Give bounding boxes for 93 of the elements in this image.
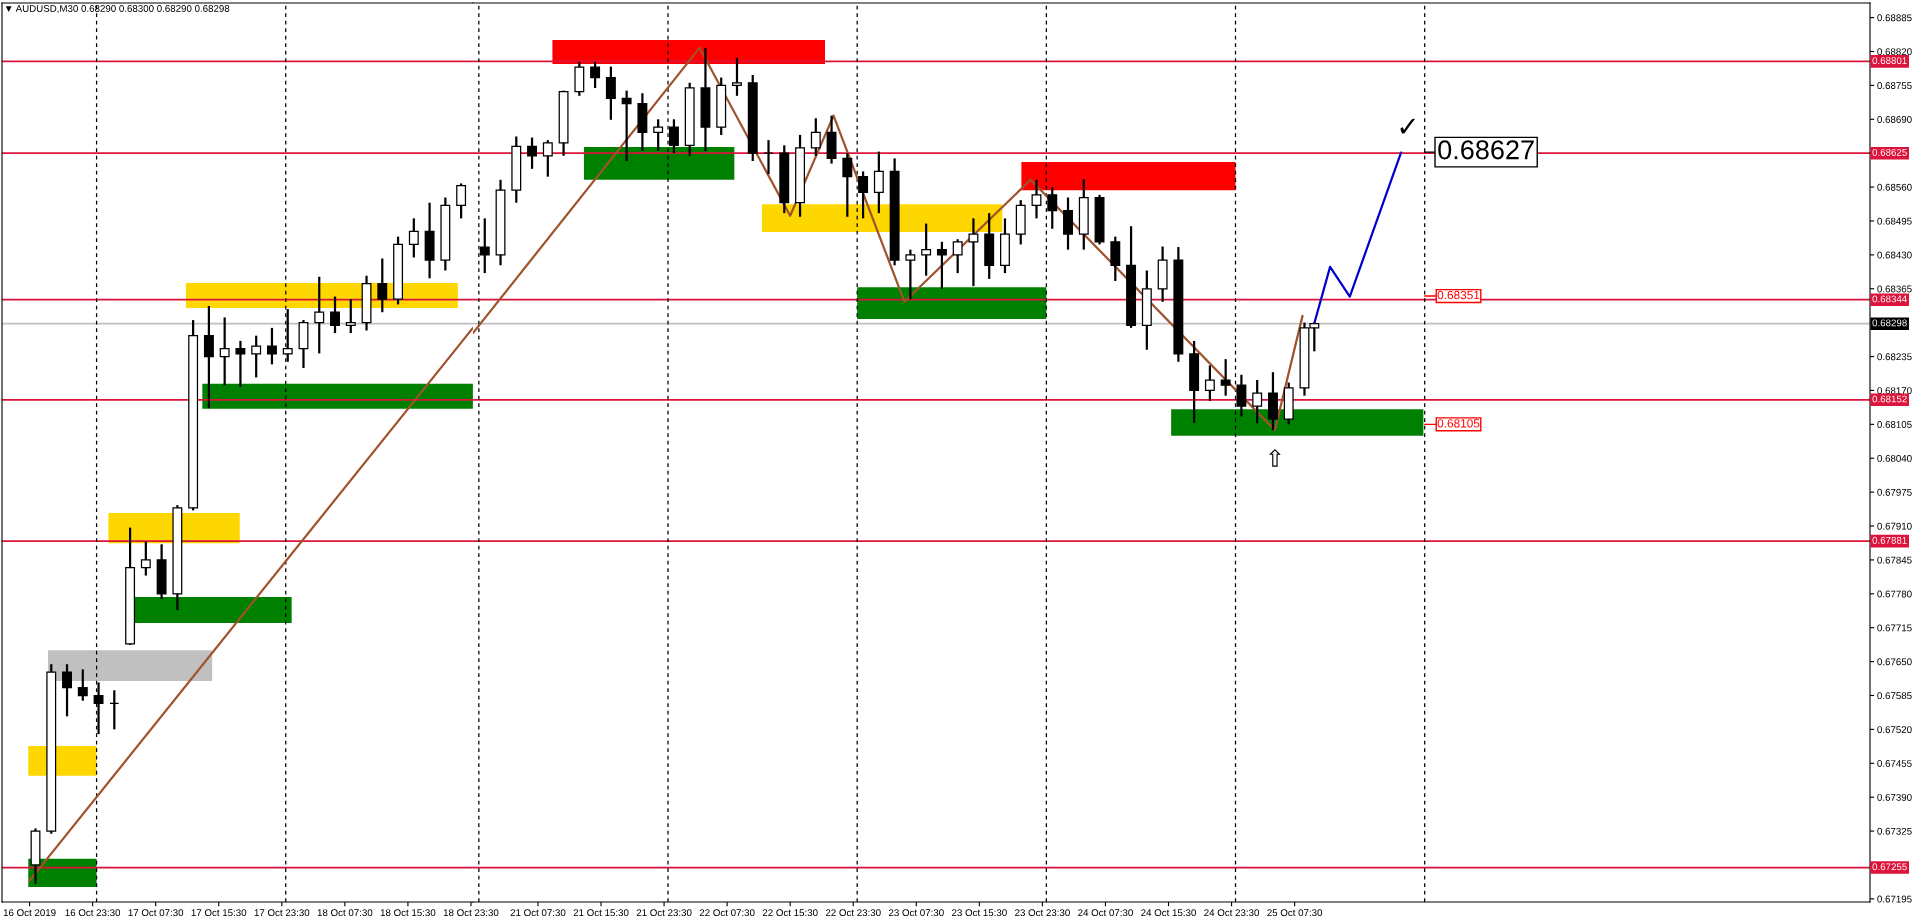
x-tick-label: 21 Oct 15:30 <box>573 909 629 917</box>
x-tick-label: 22 Oct 07:30 <box>699 909 755 917</box>
annotation: 0.68627 <box>1438 140 1534 160</box>
candlestick <box>936 240 947 290</box>
y-tick-label: 0.67715 <box>1877 624 1912 632</box>
y-tick-label: 0.67910 <box>1877 522 1912 530</box>
candlestick <box>330 295 340 335</box>
y-tick-label: 0.68235 <box>1877 353 1912 361</box>
candlestick <box>203 304 214 410</box>
x-tick-label: 21 Oct 23:30 <box>636 909 692 917</box>
y-tick-label: 0.68560 <box>1877 183 1912 191</box>
candlestick <box>62 663 72 718</box>
candlestick <box>842 152 853 218</box>
y-tick-label: 0.68885 <box>1877 14 1912 22</box>
candlestick <box>921 222 932 277</box>
x-tick-label: 23 Oct 07:30 <box>888 909 944 917</box>
candlestick <box>377 257 388 314</box>
candlestick <box>77 668 88 702</box>
ref-line-label: 0.68801 <box>1872 57 1907 65</box>
x-tick-label: 17 Oct 23:30 <box>254 909 310 917</box>
annotation: ✓ <box>1400 118 1415 134</box>
candlestick <box>266 326 277 366</box>
y-tick-label: 0.67650 <box>1877 658 1912 666</box>
y-tick-label: 0.67845 <box>1877 556 1912 564</box>
y-tick-label: 0.68690 <box>1877 116 1912 123</box>
y-tick-label: 0.67195 <box>1877 895 1912 903</box>
candlestick <box>810 117 821 157</box>
ref-line-label: 0.67881 <box>1872 536 1907 544</box>
candlestick <box>905 248 916 301</box>
ref-line-label: 0.68344 <box>1872 295 1907 303</box>
x-tick-label: 22 Oct 23:30 <box>825 909 881 917</box>
x-tick-label: 17 Oct 07:30 <box>128 909 184 917</box>
candlestick <box>1110 235 1121 283</box>
y-tick-label: 0.68105 <box>1877 421 1912 428</box>
x-tick-label: 23 Oct 15:30 <box>952 909 1007 917</box>
candlestick <box>542 139 553 178</box>
candlestick <box>527 136 538 170</box>
ref-line-label: 0.68625 <box>1872 148 1907 156</box>
y-tick-label: 0.67455 <box>1877 760 1912 767</box>
x-tick-label: 24 Oct 07:30 <box>1078 909 1133 917</box>
ref-line-label: 0.67255 <box>1872 863 1907 871</box>
y-tick-label: 0.68755 <box>1877 82 1912 90</box>
candlestick <box>1220 358 1231 397</box>
candlestick <box>590 60 601 90</box>
candlestick <box>952 238 963 275</box>
x-tick-label: 17 Oct 15:30 <box>191 909 247 917</box>
y-tick-label: 0.68820 <box>1877 48 1912 56</box>
candlestick <box>1204 364 1215 402</box>
candlestick <box>235 339 246 388</box>
x-tick-label: 21 Oct 07:30 <box>510 909 566 917</box>
x-tick-label: 24 Oct 23:30 <box>1204 909 1260 917</box>
x-tick-label: 22 Oct 15:30 <box>762 909 818 917</box>
y-tick-label: 0.67585 <box>1877 692 1912 700</box>
annotation: ⇧ <box>1269 448 1281 467</box>
annotation: 0.68105 <box>1437 419 1480 428</box>
x-tick-label: 16 Oct 2019 <box>3 909 56 917</box>
annotation: 0.68351 <box>1437 290 1480 300</box>
x-tick-label: 18 Oct 23:30 <box>443 909 499 917</box>
candlestick <box>314 275 325 355</box>
x-tick-label: 16 Oct 23:30 <box>65 909 121 917</box>
y-tick-label: 0.68040 <box>1877 454 1912 462</box>
candlestick <box>873 150 884 215</box>
candlestick <box>1252 378 1263 425</box>
candlestick <box>408 217 419 259</box>
x-tick-label: 25 Oct 07:30 <box>1267 909 1323 917</box>
candlestick <box>1063 196 1073 251</box>
ref-line-label: 0.68152 <box>1872 395 1907 403</box>
y-tick-label: 0.67325 <box>1877 827 1912 835</box>
y-tick-label: 0.67520 <box>1877 726 1912 734</box>
ref-line-label: 0.68298 <box>1872 319 1907 327</box>
x-tick-label: 23 Oct 23:30 <box>1015 909 1070 917</box>
x-tick-label: 24 Oct 15:30 <box>1141 909 1196 917</box>
y-tick-label: 0.68170 <box>1877 387 1912 395</box>
candlestick <box>653 118 664 152</box>
candlestick <box>345 298 356 335</box>
y-tick-label: 0.67390 <box>1877 793 1912 801</box>
y-tick-label: 0.68430 <box>1877 251 1912 259</box>
chart-title: ▼ AUDUSD,M30 0.68290 0.68300 0.68290 0.68298 <box>5 5 230 14</box>
candlestick <box>605 65 616 121</box>
candlestick <box>456 182 467 220</box>
candlestick <box>219 316 230 387</box>
candlestick <box>140 540 151 577</box>
y-tick-label: 0.67780 <box>1877 590 1912 598</box>
y-tick-label: 0.68365 <box>1877 285 1912 293</box>
candlestick <box>1031 178 1042 220</box>
candlestick <box>968 217 979 288</box>
x-tick-label: 18 Oct 07:30 <box>317 909 373 917</box>
candlestick <box>621 89 632 163</box>
y-tick-label: 0.68495 <box>1877 217 1912 225</box>
y-tick-label: 0.67975 <box>1877 488 1912 496</box>
x-tick-label: 18 Oct 15:30 <box>380 909 436 917</box>
candlestick <box>732 56 742 97</box>
candlestick <box>251 334 262 379</box>
